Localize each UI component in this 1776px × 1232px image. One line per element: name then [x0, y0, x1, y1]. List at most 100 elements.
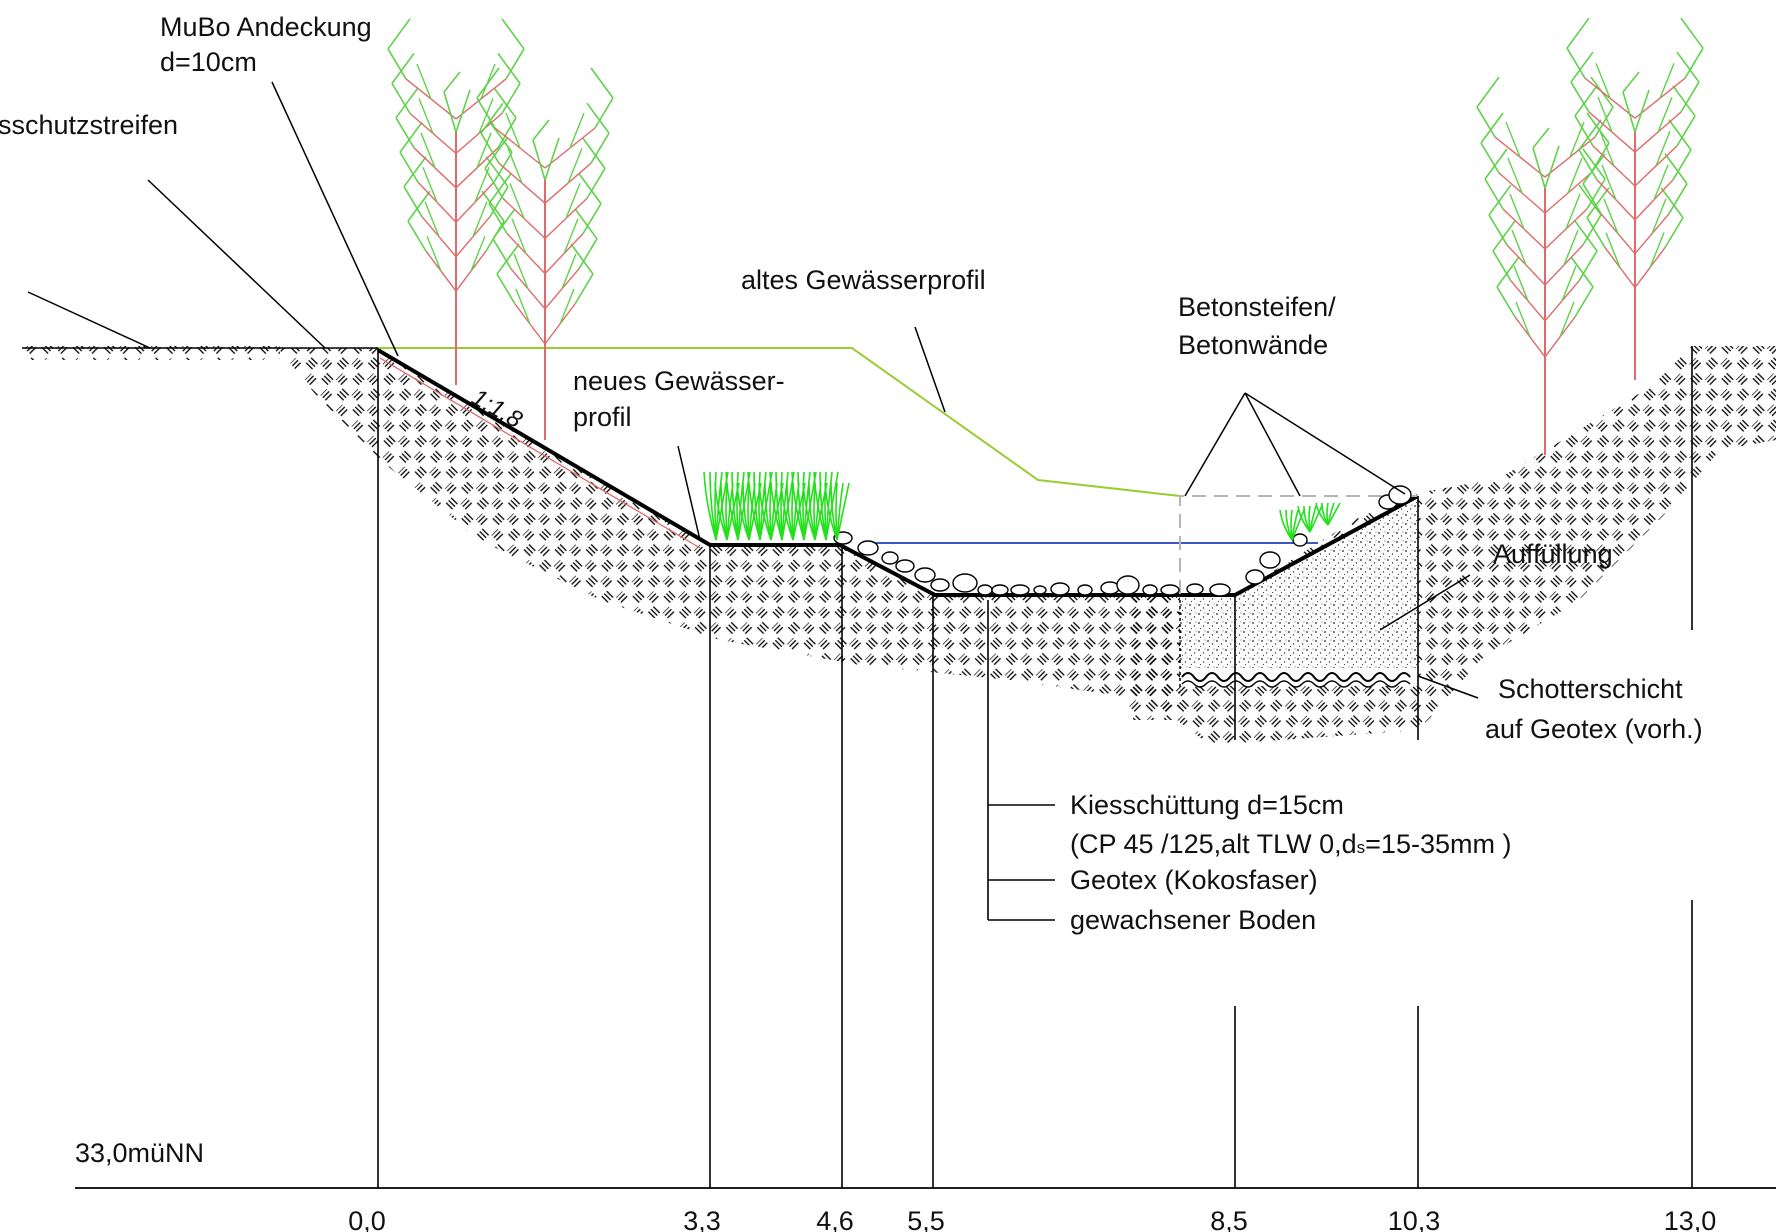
tree-leaf: [470, 235, 486, 272]
grass-blade: [715, 471, 723, 541]
tree-leaf: [395, 117, 415, 149]
tree-leaf: [578, 238, 598, 270]
tree-leaf: [1492, 250, 1512, 282]
tree-leaf: [1660, 187, 1684, 219]
tree-leaf: [1653, 164, 1669, 201]
tree-leaf: [1578, 119, 1602, 151]
tree-leaf: [1561, 265, 1577, 302]
tree-leaf: [1480, 142, 1500, 174]
tree-leaf: [569, 112, 585, 149]
tree-leaf: [561, 253, 577, 290]
tree-leaf: [455, 89, 471, 133]
grass-blade: [825, 471, 833, 541]
tick-label: 4,6: [816, 1206, 854, 1232]
tree-leaf: [1582, 153, 1606, 185]
grass-blade: [803, 471, 811, 541]
tree-leaf: [594, 97, 614, 129]
grass-blade: [737, 471, 745, 541]
tree-leaf: [511, 218, 527, 254]
tree-leaf: [426, 235, 442, 272]
tree-leaf: [1582, 214, 1602, 246]
tree-leaf: [570, 243, 594, 275]
tree-leaf: [1597, 96, 1613, 133]
tree-leaf: [501, 18, 525, 50]
tree-leaf: [1570, 51, 1594, 83]
tree-leaf: [1488, 184, 1512, 216]
grass-blade: [1309, 505, 1323, 533]
tree-leaf: [1559, 301, 1575, 338]
tree-leaf: [395, 87, 419, 119]
tree-leaf: [403, 156, 427, 188]
tree-leaf: [480, 132, 500, 164]
tree-leaf: [472, 201, 488, 237]
tick-label: 5,5: [907, 1206, 945, 1232]
grass-blade: [1327, 502, 1341, 526]
mubo-layer-line: [379, 357, 701, 549]
label-new-profile-2: profil: [573, 402, 632, 432]
tree-leaf: [492, 238, 512, 270]
tree-leaf: [476, 67, 500, 99]
tree-leaf: [1574, 85, 1598, 117]
tree-leaf: [1544, 145, 1560, 189]
tree-leaf: [1664, 153, 1688, 185]
tree-leaf: [1622, 91, 1636, 133]
tree-leaf: [484, 137, 508, 169]
tree-leaf: [387, 18, 411, 50]
tree-leaf: [586, 102, 610, 134]
tree-leaf: [1668, 119, 1692, 151]
old-profile-line: [378, 347, 1181, 497]
tree-leaf: [1532, 127, 1550, 149]
tree-leaf: [574, 273, 594, 305]
tree-leaf: [1684, 47, 1704, 79]
tree-leaf: [544, 137, 560, 181]
tree-leaf: [513, 253, 529, 290]
tree-leaf: [1668, 183, 1688, 215]
tick-label: 10,3: [1388, 1206, 1441, 1232]
tree-leaf: [505, 112, 521, 149]
tree-leaf: [1578, 149, 1598, 181]
tree-leaf: [1496, 286, 1516, 318]
tick-label: 3,3: [683, 1206, 721, 1232]
tree-leaf: [1651, 198, 1667, 234]
grass-blade: [781, 471, 789, 541]
tree-leaf: [1511, 229, 1527, 266]
tree-leaf: [484, 167, 504, 199]
tree-leaf: [399, 151, 419, 183]
grass-blade: [836, 482, 850, 541]
tree-leaf: [582, 203, 602, 235]
tree-leaf: [387, 48, 407, 80]
tree-leaf: [476, 97, 496, 129]
tree-leaf: [1578, 250, 1598, 282]
tree-leaf: [1599, 130, 1615, 167]
tree-leaf: [493, 87, 517, 119]
tree-leaf: [1484, 178, 1504, 210]
tree-leaf: [515, 288, 531, 325]
tree-leaf: [1566, 47, 1586, 79]
tree-leaf: [1574, 286, 1594, 318]
tree-branch: [455, 216, 491, 258]
tree-leaf: [391, 82, 411, 114]
tree-leaf: [420, 132, 436, 169]
label-mubo-thickness: d=10cm: [160, 47, 257, 77]
tree-leaf: [1566, 17, 1590, 49]
labels: MuBo Andeckung d=10cm sschutzstreifen 1:…: [0, 12, 1703, 1168]
tree-leaf: [1484, 148, 1508, 180]
tree-leaf: [496, 243, 520, 275]
tree-leaf: [509, 183, 525, 219]
tree-leaf: [1622, 71, 1640, 93]
tree-leaf: [1480, 112, 1504, 144]
tree-leaf: [474, 166, 490, 203]
tree-leaf: [1605, 232, 1621, 268]
tree-leaf: [1634, 89, 1650, 133]
tree-leaf: [574, 208, 598, 240]
tree-leaf: [1676, 51, 1700, 83]
tree-leaf: [1496, 256, 1520, 288]
tree-leaf: [1595, 62, 1611, 99]
label-auffuellung: Auffüllung: [1493, 539, 1613, 569]
tree-leaf: [1649, 232, 1665, 268]
tick-label: 13,0: [1664, 1206, 1717, 1232]
tree-leaf: [1492, 220, 1516, 252]
tree-leaf: [1513, 265, 1529, 302]
gravel-stones: [833, 485, 1412, 597]
